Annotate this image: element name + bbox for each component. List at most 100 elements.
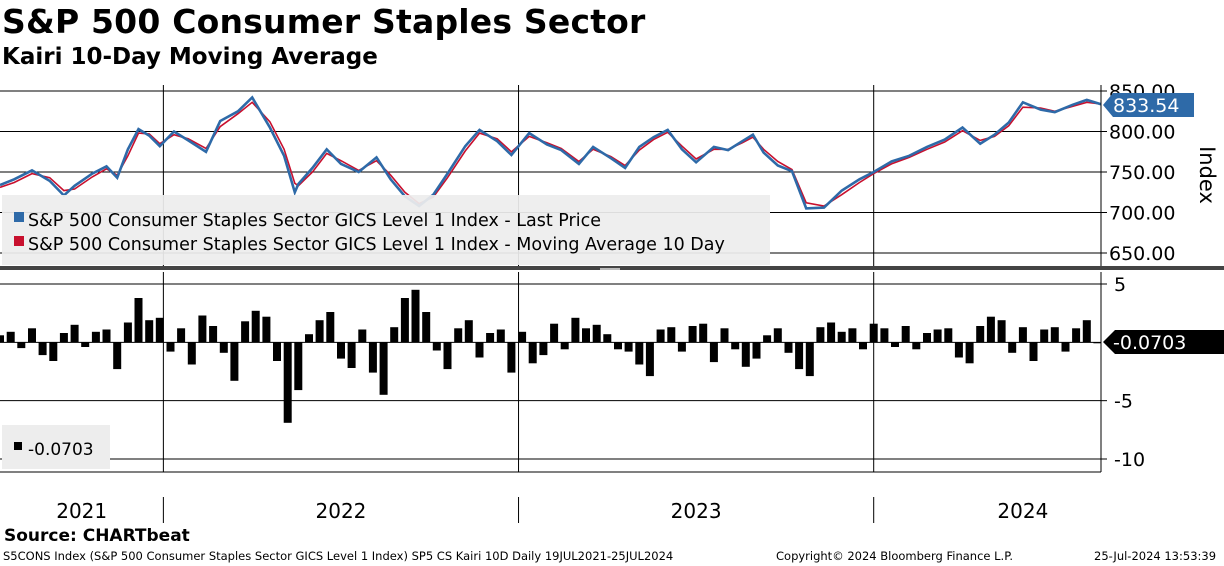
kairi-bar xyxy=(443,342,452,370)
x-year-label: 2023 xyxy=(671,499,722,523)
kairi-bar xyxy=(869,323,878,343)
kairi-bar xyxy=(70,324,79,343)
ticker-info: S5CONS Index (S&P 500 Consumer Staples S… xyxy=(3,549,674,563)
kairi-bar xyxy=(901,326,910,343)
price-y-axis-label: Index xyxy=(1195,146,1219,204)
kairi-bar xyxy=(294,342,303,391)
kairi-bar xyxy=(837,331,846,343)
kairi-bar xyxy=(720,328,729,343)
kairi-bar xyxy=(944,328,953,343)
panel-divider-handle[interactable] xyxy=(600,268,620,270)
kairi-bar xyxy=(422,312,431,343)
x-year-label: 2024 xyxy=(997,499,1048,523)
kairi-bar xyxy=(0,335,4,343)
kairi-bar xyxy=(891,342,899,347)
kairi-bar xyxy=(251,310,260,343)
kairi-bar xyxy=(954,342,963,358)
kairi-bar xyxy=(805,342,814,377)
kairi-bar xyxy=(1029,342,1038,361)
kairi-bars xyxy=(0,289,1102,423)
kairi-bar xyxy=(709,342,718,363)
kairi-bar xyxy=(1050,327,1059,343)
kairi-bar xyxy=(1018,327,1027,343)
kairi-bar xyxy=(592,324,601,343)
kairi-bar xyxy=(603,334,612,343)
kairi-bar xyxy=(795,342,804,370)
kairi-bar xyxy=(28,328,36,343)
kairi-legend-swatch xyxy=(14,442,22,450)
source-label: Source: CHARTbeat xyxy=(4,526,190,546)
kairi-bar xyxy=(59,333,68,343)
kairi-bar xyxy=(134,298,143,343)
kairi-bar xyxy=(209,326,218,343)
kairi-bar xyxy=(411,289,420,343)
kairi-bar xyxy=(848,328,857,343)
kairi-bar xyxy=(507,342,516,373)
legend-box xyxy=(2,195,770,265)
legend-price-swatch xyxy=(14,212,24,222)
kairi-bar xyxy=(400,298,409,343)
last-price-badge-text: 833.54 xyxy=(1113,95,1179,117)
kairi-bar xyxy=(38,342,47,356)
kairi-bar xyxy=(624,342,633,352)
kairi-bar xyxy=(6,331,15,343)
kairi-bar xyxy=(123,322,132,343)
kairi-bar xyxy=(273,342,281,361)
kairi-bar xyxy=(614,342,622,350)
kairi-gridlines xyxy=(0,283,1101,460)
kairi-bar xyxy=(997,320,1006,343)
kairi-bar xyxy=(656,329,665,343)
kairi-bar xyxy=(571,317,580,343)
kairi-bar xyxy=(155,317,164,343)
kairi-bar xyxy=(432,342,441,351)
kairi-bar xyxy=(241,321,250,343)
kairi-bar xyxy=(475,342,484,358)
timestamp: 25-Jul-2024 13:53:39 xyxy=(1094,549,1217,563)
kairi-bar xyxy=(645,342,654,377)
kairi-bar xyxy=(976,326,985,343)
kairi-bar xyxy=(464,320,473,343)
kairi-bar xyxy=(816,327,825,343)
kairi-bar xyxy=(230,342,239,381)
kairi-bar xyxy=(166,342,175,352)
kairi-bar xyxy=(635,342,644,365)
kairi-bar xyxy=(177,328,186,343)
last-price-line xyxy=(0,95,1102,210)
kairi-badge: -0.0703 xyxy=(1103,330,1224,354)
kairi-bar xyxy=(965,342,974,364)
kairi-bar xyxy=(773,328,782,343)
kairi-bar xyxy=(198,315,207,343)
price-tick-label: 700.00 xyxy=(1109,203,1175,225)
kairi-bar xyxy=(305,334,313,343)
kairi-bar xyxy=(486,333,495,343)
kairi-bar xyxy=(880,328,889,343)
copyright: Copyright© 2024 Bloomberg Finance L.P. xyxy=(776,549,1013,563)
kairi-bar xyxy=(49,342,58,361)
kairi-bar xyxy=(262,316,271,343)
kairi-bar xyxy=(550,323,559,343)
kairi-legend-label: -0.0703 xyxy=(28,440,94,460)
kairi-bar xyxy=(1082,320,1091,343)
kairi-bar xyxy=(379,342,388,395)
kairi-bar xyxy=(1061,342,1070,352)
kairi-bar xyxy=(688,326,697,343)
kairi-bar xyxy=(859,342,867,350)
kairi-bar xyxy=(1008,342,1017,353)
price-tick-label: 750.00 xyxy=(1109,162,1175,184)
x-year-label: 2021 xyxy=(56,499,107,523)
kairi-bar xyxy=(390,327,399,343)
kairi-badge-text: -0.0703 xyxy=(1113,332,1186,354)
kairi-bar xyxy=(912,342,921,350)
kairi-bar xyxy=(91,331,100,343)
kairi-tick-label: 5 xyxy=(1114,274,1126,296)
kairi-bar xyxy=(283,342,292,423)
kairi-bar xyxy=(560,342,569,350)
kairi-year-separators xyxy=(162,272,875,472)
kairi-bar xyxy=(731,342,740,350)
kairi-bar xyxy=(923,333,931,343)
chart-subtitle: Kairi 10-Day Moving Average xyxy=(2,44,378,70)
kairi-bar xyxy=(986,316,995,343)
kairi-bar xyxy=(752,342,761,359)
